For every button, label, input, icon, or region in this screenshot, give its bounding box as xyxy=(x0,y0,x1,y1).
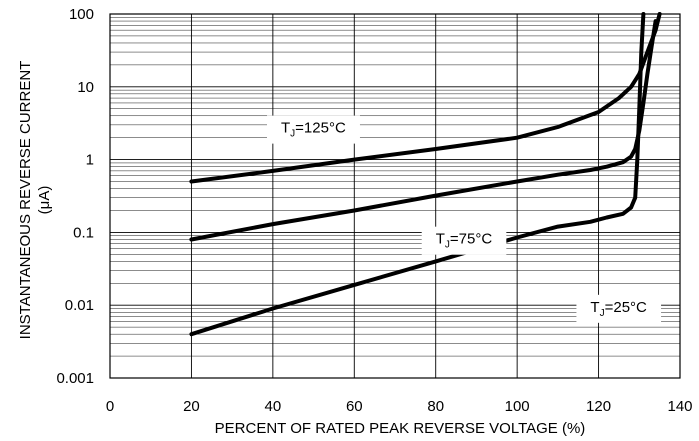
x-tick-labels: 0 20 40 60 80 100 120 140 xyxy=(106,398,693,415)
y-tick-label: 100 xyxy=(69,6,94,23)
series-annotation: TJ=125°C xyxy=(267,115,360,144)
x-tick-label: 80 xyxy=(427,398,444,415)
annotation-label: TJ=25°C xyxy=(590,299,647,319)
annotation-value: =75°C xyxy=(450,231,492,248)
curves xyxy=(189,12,662,337)
series-line xyxy=(189,12,646,337)
grid xyxy=(110,14,680,378)
annotation-value: =25°C xyxy=(605,299,647,316)
y-axis-unit-label: (μA) xyxy=(36,186,53,215)
plot-border xyxy=(109,13,681,379)
annotation-label: TJ=75°C xyxy=(436,231,493,251)
annotation-background xyxy=(576,294,662,323)
annotation-background xyxy=(267,115,360,144)
x-tick-label: 140 xyxy=(667,398,692,415)
x-tick-label: 0 xyxy=(106,398,114,415)
annotation-label: TJ=125°C xyxy=(281,120,346,140)
annotation-value: =125°C xyxy=(295,120,346,137)
x-tick-label: 60 xyxy=(346,398,363,415)
y-tick-labels: 0.001 0.01 0.1 1 10 100 xyxy=(56,6,94,387)
annotation-symbol: T xyxy=(590,299,599,316)
y-tick-label: 1 xyxy=(86,152,94,169)
series-line xyxy=(189,12,662,184)
x-tick-label: 100 xyxy=(505,398,530,415)
x-tick-label: 40 xyxy=(265,398,282,415)
annotation-background xyxy=(421,226,507,255)
series-line xyxy=(189,19,658,242)
x-axis-label: PERCENT OF RATED PEAK REVERSE VOLTAGE (%… xyxy=(215,420,586,437)
series-annotation: TJ=75°C xyxy=(421,226,507,255)
annotation-subscript: J xyxy=(445,240,450,251)
y-tick-label: 0.1 xyxy=(73,224,94,241)
series-annotation: TJ=25°C xyxy=(576,294,662,323)
annotations: TJ=125°CTJ=75°CTJ=25°C xyxy=(267,115,662,323)
y-axis-label: INSTANTANEOUS REVERSE CURRENT xyxy=(17,61,34,340)
annotation-subscript: J xyxy=(290,129,295,140)
x-tick-label: 20 xyxy=(183,398,200,415)
x-tick-label: 120 xyxy=(586,398,611,415)
y-tick-label: 10 xyxy=(77,79,94,96)
annotation-symbol: T xyxy=(436,231,445,248)
annotation-subscript: J xyxy=(600,308,605,319)
y-tick-label: 0.001 xyxy=(56,370,94,387)
annotation-symbol: T xyxy=(281,120,290,137)
y-tick-label: 0.01 xyxy=(65,297,94,314)
